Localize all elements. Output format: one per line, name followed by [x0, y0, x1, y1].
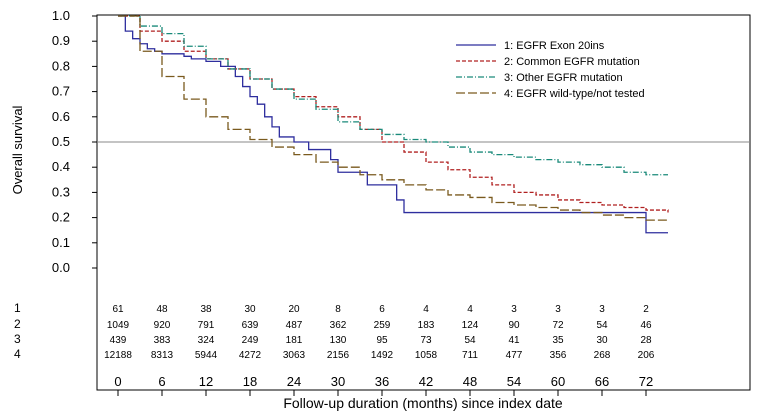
risk-cell: 54	[464, 335, 476, 346]
risk-cell: 61	[112, 304, 124, 315]
risk-cell: 711	[462, 350, 478, 361]
x-tick-label: 48	[463, 374, 477, 389]
y-tick-label: 0.0	[52, 260, 70, 275]
risk-cell: 383	[154, 335, 171, 346]
risk-cell: 3	[511, 304, 517, 315]
risk-cell: 72	[552, 320, 564, 331]
y-tick-label: 0.9	[52, 33, 70, 48]
x-tick-label: 36	[375, 374, 389, 389]
y-axis-label: Overall survival	[10, 105, 25, 194]
risk-cell: 4272	[239, 350, 262, 361]
x-axis-ticks: 0 6 12 18 24 30 36 42 48 54 60 66 72	[114, 374, 653, 396]
risk-cell: 12188	[104, 350, 132, 361]
risk-row-label: 1	[14, 301, 21, 315]
x-tick-label: 0	[114, 374, 121, 389]
risk-cell: 5944	[195, 350, 218, 361]
y-tick-label: 0.3	[52, 184, 70, 199]
x-tick-label: 12	[199, 374, 213, 389]
risk-cell: 639	[242, 320, 259, 331]
risk-cell: 3063	[283, 350, 306, 361]
risk-cell: 181	[286, 335, 303, 346]
risk-cell: 124	[462, 320, 479, 331]
legend-label-4: 4: EGFR wild-type/not tested	[504, 88, 645, 100]
x-tick-label: 42	[419, 374, 433, 389]
risk-cell: 20	[288, 304, 300, 315]
risk-cell: 30	[596, 335, 608, 346]
risk-cell: 324	[198, 335, 215, 346]
risk-cell: 439	[110, 335, 127, 346]
risk-row-label: 2	[14, 317, 21, 331]
x-axis-label: Follow-up duration (months) since index …	[283, 395, 563, 411]
risk-cell: 130	[330, 335, 347, 346]
series-line-2	[118, 15, 669, 213]
risk-cell: 920	[154, 320, 171, 331]
risk-cell: 2	[643, 304, 649, 315]
risk-cell: 8	[335, 304, 341, 315]
risk-row-label: 3	[14, 332, 21, 346]
y-tick-label: 0.7	[52, 84, 70, 99]
risk-cell: 206	[638, 350, 655, 361]
risk-cell: 46	[640, 320, 652, 331]
risk-cell: 30	[244, 304, 256, 315]
x-tick-label: 18	[243, 374, 257, 389]
legend: 1: EGFR Exon 20ins 2: Common EGFR mutatio…	[451, 35, 673, 105]
risk-cell: 1058	[415, 350, 438, 361]
risk-table: 1 61 48 38 30 20 8 6 4 4 3 3 3 22 1049 920 791 639 487 362 2…	[14, 301, 655, 361]
risk-cell: 4	[423, 304, 429, 315]
x-tick-label: 30	[331, 374, 345, 389]
plot-frame	[96, 14, 751, 391]
risk-cell: 356	[550, 350, 567, 361]
risk-cell: 54	[596, 320, 608, 331]
y-tick-label: 0.5	[52, 134, 70, 149]
risk-cell: 6	[379, 304, 385, 315]
risk-cell: 268	[594, 350, 611, 361]
risk-cell: 90	[508, 320, 520, 331]
y-tick-label: 0.1	[52, 235, 70, 250]
risk-cell: 362	[330, 320, 347, 331]
series-layer	[118, 15, 669, 234]
risk-cell: 477	[506, 350, 523, 361]
risk-cell: 3	[599, 304, 605, 315]
risk-cell: 4	[467, 304, 473, 315]
risk-cell: 259	[374, 320, 391, 331]
risk-cell: 791	[198, 320, 215, 331]
y-tick-label: 0.4	[52, 159, 70, 174]
y-axis-ticks: 1.0 0.9 0.8 0.7 0.6 0.5 0.4 0.3 0.2 0.1 0.0	[52, 8, 97, 275]
series-line-1	[118, 15, 668, 234]
series-line-3	[118, 15, 668, 176]
risk-cell: 3	[555, 304, 561, 315]
risk-cell: 1492	[371, 350, 394, 361]
risk-cell: 8313	[151, 350, 174, 361]
risk-cell: 28	[640, 335, 652, 346]
y-tick-label: 0.2	[52, 210, 70, 225]
legend-label-3: 3: Other EGFR mutation	[504, 72, 623, 84]
x-tick-label: 54	[507, 374, 521, 389]
risk-cell: 48	[156, 304, 168, 315]
risk-cell: 95	[376, 335, 388, 346]
risk-cell: 41	[508, 335, 520, 346]
y-tick-label: 0.8	[52, 58, 70, 73]
y-tick-label: 0.6	[52, 109, 70, 124]
y-tick-label: 1.0	[52, 8, 70, 23]
x-tick-label: 24	[287, 374, 301, 389]
risk-cell: 73	[420, 335, 432, 346]
risk-cell: 183	[418, 320, 435, 331]
x-tick-label: 72	[639, 374, 653, 389]
risk-cell: 38	[200, 304, 212, 315]
risk-cell: 2156	[327, 350, 350, 361]
x-tick-label: 60	[551, 374, 565, 389]
risk-row-label: 4	[14, 347, 21, 361]
legend-label-2: 2: Common EGFR mutation	[504, 56, 640, 68]
series-line-4	[118, 15, 668, 221]
risk-cell: 249	[242, 335, 259, 346]
x-tick-label: 6	[158, 374, 165, 389]
risk-cell: 35	[552, 335, 564, 346]
risk-cell: 487	[286, 320, 303, 331]
risk-cell: 1049	[107, 320, 130, 331]
legend-label-1: 1: EGFR Exon 20ins	[504, 40, 605, 52]
x-tick-label: 66	[595, 374, 609, 389]
